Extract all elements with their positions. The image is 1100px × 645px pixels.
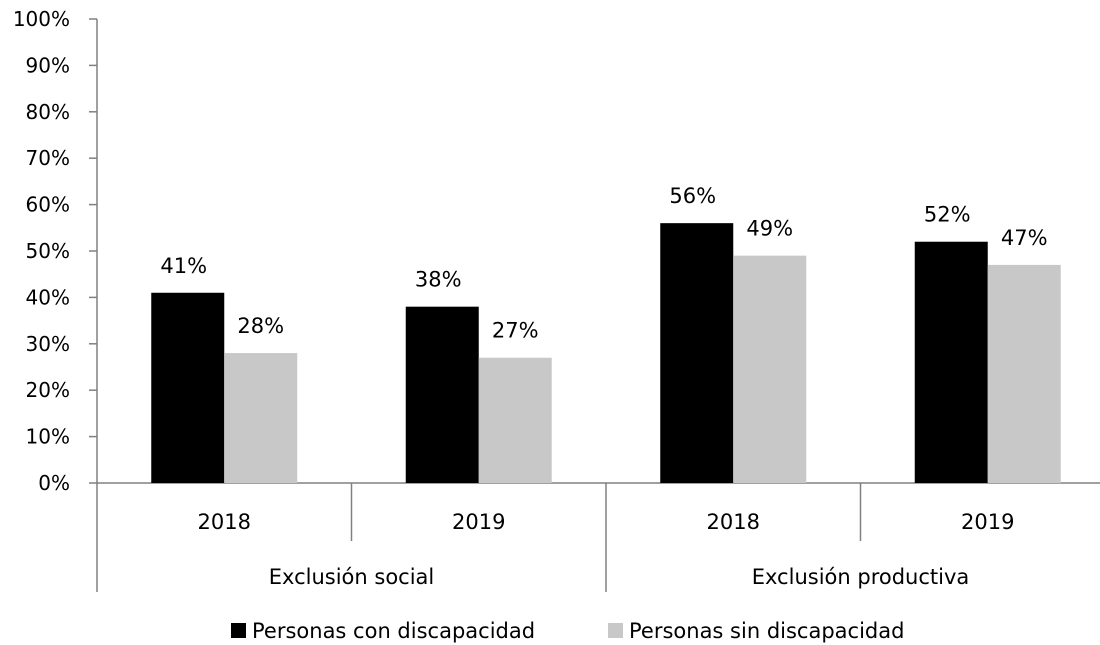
y-tick-label: 50%	[26, 239, 70, 263]
y-tick-label: 80%	[26, 100, 70, 124]
data-labels: 41% 28% 38% 27% 56% 49% 52% 47%	[160, 184, 1047, 343]
x-group-label: Exclusión productiva	[752, 565, 970, 589]
legend-item: Personas sin discapacidad	[608, 619, 904, 643]
y-tick-label: 60%	[26, 193, 70, 217]
bar	[987, 264, 1061, 483]
bar	[733, 255, 807, 483]
legend: Personas con discapacidad Personas sin di…	[231, 619, 904, 643]
x-category-label: 2018	[707, 510, 760, 534]
bar	[660, 223, 734, 483]
data-label: 38%	[415, 268, 462, 292]
data-label: 47%	[1001, 226, 1048, 250]
legend-label: Personas con discapacidad	[252, 619, 535, 643]
bar	[914, 241, 988, 483]
y-axis-ticks: 0% 10% 20% 30% 40% 50% 60% 70% 80% 90% 100%	[13, 7, 97, 495]
y-tick-label: 0%	[38, 471, 70, 495]
data-label: 41%	[160, 254, 207, 278]
legend-swatch	[608, 623, 623, 638]
y-tick-label: 40%	[26, 285, 70, 309]
bars	[151, 223, 1061, 483]
y-tick-label: 90%	[26, 53, 70, 77]
data-label: 52%	[924, 203, 971, 227]
y-tick-label: 70%	[26, 146, 70, 170]
data-label: 28%	[237, 314, 284, 338]
legend-label: Personas sin discapacidad	[629, 619, 904, 643]
bar	[478, 357, 552, 483]
x-category-label: 2019	[452, 510, 505, 534]
bar	[405, 306, 479, 483]
bar	[151, 292, 225, 483]
x-category-label: 2018	[198, 510, 251, 534]
x-axis-categories: 2018 2019 2018 2019 Exclusión social Exclusió…	[198, 510, 1015, 589]
legend-swatch	[231, 623, 246, 638]
bar	[224, 353, 298, 483]
y-tick-label: 10%	[26, 425, 70, 449]
y-tick-label: 20%	[26, 378, 70, 402]
data-label: 56%	[669, 184, 716, 208]
data-label: 49%	[746, 217, 793, 241]
data-label: 27%	[492, 319, 539, 343]
x-category-label: 2019	[961, 510, 1014, 534]
y-tick-label: 30%	[26, 332, 70, 356]
legend-item: Personas con discapacidad	[231, 619, 535, 643]
y-tick-label: 100%	[13, 7, 70, 31]
x-group-label: Exclusión social	[269, 565, 435, 589]
